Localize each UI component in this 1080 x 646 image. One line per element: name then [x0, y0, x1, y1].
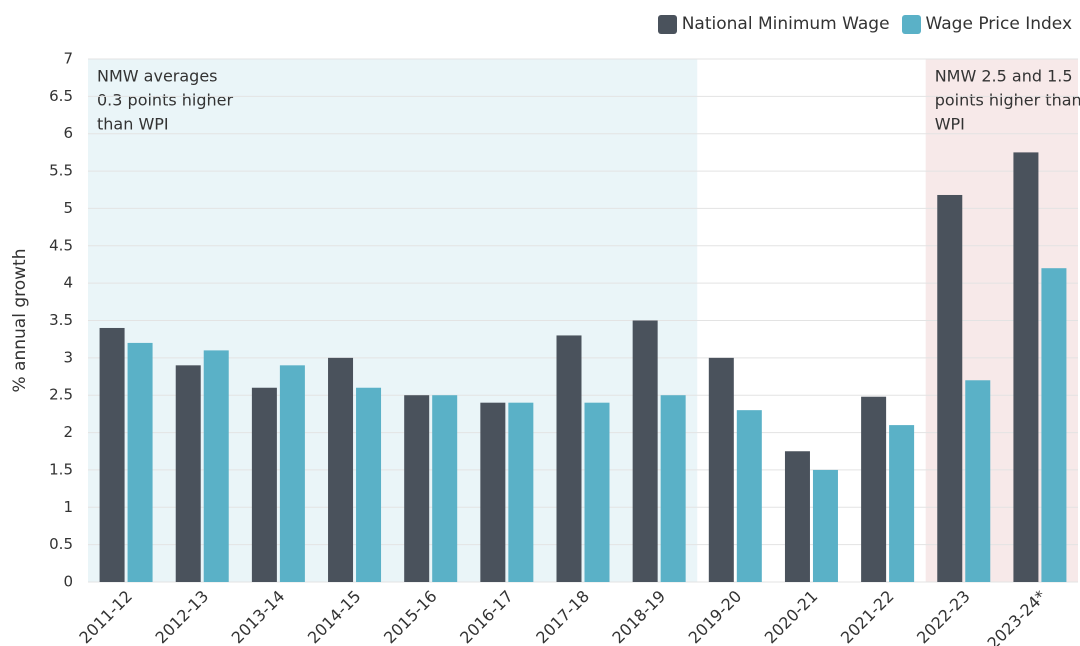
annotation: NMW averages [97, 67, 218, 86]
bar [480, 402, 506, 582]
legend-swatch [901, 14, 921, 34]
bar [889, 425, 915, 582]
x-tick-label: 2020-21 [761, 587, 822, 646]
bar [784, 451, 810, 582]
bar [127, 342, 153, 582]
y-tick-label: 2 [63, 423, 73, 441]
bar [508, 402, 534, 582]
x-tick-label: 2019-20 [685, 587, 746, 646]
y-tick-label: 0 [63, 573, 73, 591]
bar [861, 396, 887, 582]
bar [1041, 268, 1067, 582]
bar [175, 365, 201, 582]
bar [812, 469, 838, 582]
bar [736, 410, 762, 582]
x-tick-label: 2021-22 [837, 587, 898, 646]
y-tick-label: 5 [63, 199, 73, 217]
y-tick-label: 4.5 [49, 236, 73, 254]
bar [99, 327, 125, 582]
bar [432, 395, 458, 582]
x-tick-label: 2013-14 [228, 587, 289, 646]
x-tick-label: 2012-13 [152, 587, 213, 646]
x-tick-label: 2015-16 [380, 587, 441, 646]
bar [965, 380, 991, 582]
bar [660, 395, 686, 582]
x-tick-label: 2018-19 [608, 587, 669, 646]
bar [328, 357, 354, 582]
y-tick-label: 6 [63, 124, 73, 142]
y-tick-label: 5.5 [49, 162, 73, 180]
bar [556, 335, 582, 582]
y-tick-label: 4 [63, 274, 73, 292]
legend-label: National Minimum Wage [681, 14, 890, 34]
x-tick-label: 2016-17 [456, 587, 517, 646]
y-tick-label: 0.5 [49, 535, 73, 553]
y-axis-label: % annual growth [10, 249, 30, 393]
x-tick-label: 2011-12 [75, 587, 136, 646]
legend-swatch [657, 14, 677, 34]
legend: National Minimum Wage Wage Price Index [657, 14, 1072, 34]
bar [708, 357, 734, 582]
y-tick-label: 6.5 [49, 87, 73, 105]
x-tick-label: 2017-18 [532, 587, 593, 646]
legend-item: Wage Price Index [901, 14, 1072, 34]
annotation: NMW 2.5 and 1.5 [935, 67, 1073, 86]
x-tick-label: 2023-24* [984, 587, 1050, 646]
bar [251, 387, 277, 582]
y-tick-label: 2.5 [49, 386, 73, 404]
x-tick-label: 2022-23 [913, 587, 974, 646]
y-tick-label: 1.5 [49, 460, 73, 478]
bar [1013, 152, 1039, 582]
y-tick-label: 1 [63, 498, 73, 516]
legend-label: Wage Price Index [925, 14, 1072, 34]
bar [404, 395, 430, 582]
y-tick-label: 7 [63, 50, 73, 68]
y-tick-label: 3 [63, 348, 73, 366]
bar [279, 365, 305, 582]
legend-item: National Minimum Wage [657, 14, 890, 34]
bar [356, 387, 382, 582]
bar [632, 320, 658, 582]
y-tick-label: 3.5 [49, 311, 73, 329]
bar [584, 402, 610, 582]
bar [203, 350, 229, 582]
annotation: points higher than [935, 91, 1080, 110]
annotation: 0.3 points higher [97, 91, 233, 110]
annotation: than WPI [97, 115, 169, 134]
x-tick-label: 2014-15 [304, 587, 365, 646]
bar [937, 194, 963, 583]
annotation: WPI [935, 115, 965, 134]
